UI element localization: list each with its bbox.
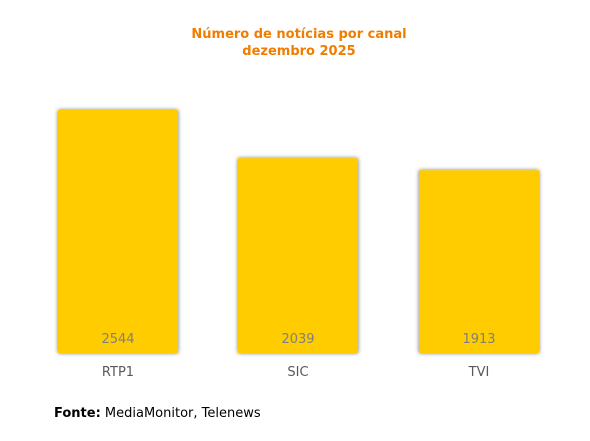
source-text: MediaMonitor, Telenews [104, 406, 261, 421]
chart-title-block: Número de notícias por canal dezembro 20… [0, 26, 590, 60]
bar-tvi [419, 170, 539, 353]
value-label-tvi: 1913 [462, 332, 495, 347]
source-label: Fonte: [54, 406, 101, 421]
bar-sic [238, 158, 358, 353]
category-label-rtp1: RTP1 [102, 365, 134, 380]
source-note: Fonte: MediaMonitor, Telenews [54, 406, 261, 421]
category-label-sic: SIC [287, 365, 308, 380]
bars-layer: 2544 RTP1 2039 SIC 1913 TVI [58, 110, 539, 380]
bar-rtp1 [58, 110, 178, 353]
category-label-tvi: TVI [468, 365, 490, 380]
value-label-rtp1: 2544 [101, 332, 134, 347]
value-label-sic: 2039 [281, 332, 314, 347]
chart-title: Número de notícias por canal [191, 27, 407, 42]
chart-subtitle: dezembro 2025 [242, 44, 356, 59]
